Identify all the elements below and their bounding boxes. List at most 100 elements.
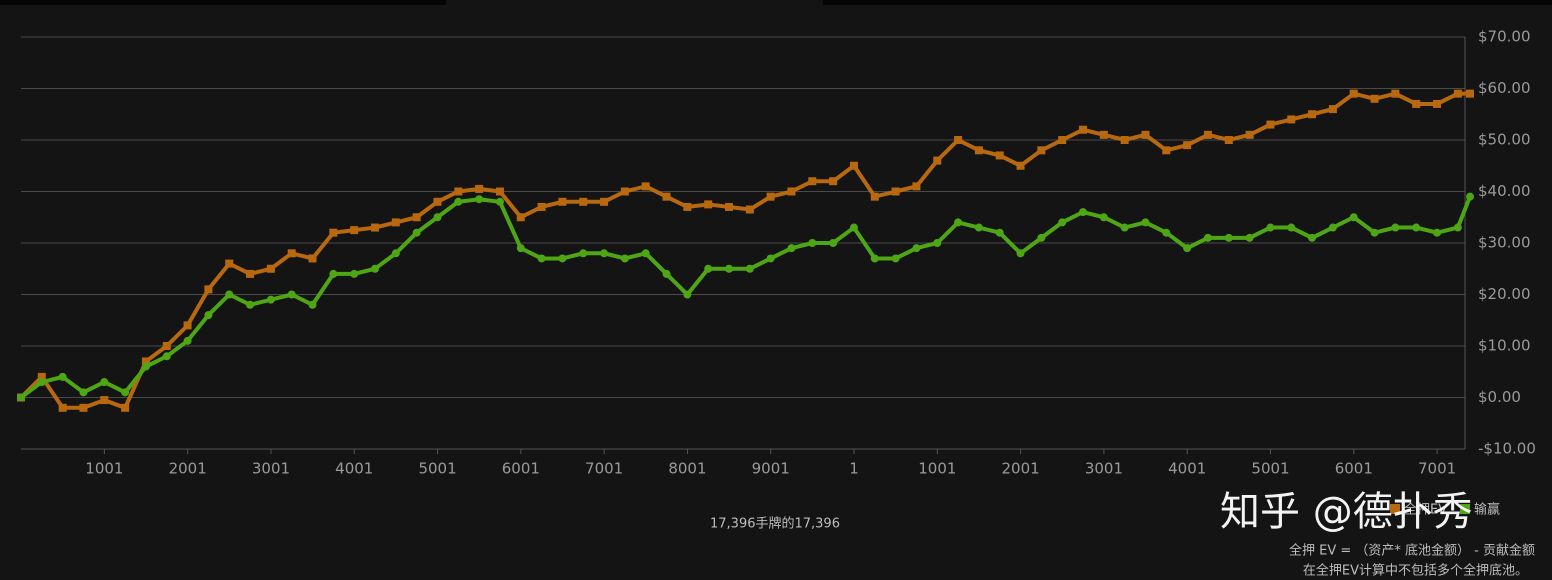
marker	[662, 269, 671, 278]
marker	[1433, 228, 1442, 237]
marker	[579, 249, 588, 258]
marker	[141, 357, 150, 366]
marker	[600, 197, 609, 206]
marker	[1287, 115, 1296, 124]
marker	[79, 403, 88, 412]
marker	[225, 290, 234, 299]
marker	[725, 202, 734, 211]
marker	[641, 182, 650, 191]
marker	[1391, 89, 1400, 98]
marker	[829, 177, 838, 186]
marker	[1037, 146, 1046, 155]
marker	[1391, 223, 1400, 232]
marker	[1466, 192, 1474, 201]
marker	[308, 254, 317, 263]
y-tick-label: $60.00	[1478, 79, 1531, 97]
x-tick-label: 3001	[1085, 460, 1123, 478]
y-tick-label: $40.00	[1478, 182, 1531, 200]
marker	[579, 197, 588, 206]
marker	[725, 264, 734, 273]
top-bar	[0, 0, 446, 5]
marker	[808, 177, 817, 186]
marker	[1245, 130, 1254, 139]
watermark: 知乎 @德扑秀	[1220, 489, 1473, 535]
marker	[1058, 136, 1067, 144]
marker	[162, 342, 171, 350]
marker	[1183, 244, 1192, 253]
note: 在全押EV计算中不包括多个全押底池。	[1303, 563, 1528, 579]
marker	[641, 249, 650, 258]
marker	[912, 182, 921, 191]
marker	[100, 396, 109, 405]
x-tick-label: 2001	[169, 460, 207, 478]
marker	[537, 254, 546, 263]
marker	[454, 197, 463, 206]
marker	[933, 156, 942, 165]
marker	[870, 192, 879, 201]
x-tick-label: 1	[849, 460, 859, 478]
marker	[350, 269, 359, 278]
marker	[600, 249, 609, 258]
series-line	[19, 91, 1470, 411]
x-tick-label: 5001	[1251, 460, 1289, 478]
marker	[1453, 89, 1462, 98]
marker	[475, 195, 484, 204]
marker	[954, 136, 963, 144]
y-tick-label: $30.00	[1478, 234, 1531, 252]
marker	[766, 254, 775, 263]
y-tick-label: $20.00	[1478, 285, 1531, 303]
marker	[371, 264, 380, 273]
marker	[829, 239, 838, 247]
marker	[1328, 105, 1337, 114]
marker	[225, 259, 234, 268]
marker	[516, 244, 525, 253]
marker	[516, 213, 525, 222]
legend-swatch	[1390, 504, 1400, 514]
marker	[870, 254, 879, 263]
marker	[246, 300, 255, 309]
legend-label: 输赢	[1474, 502, 1500, 518]
top-bar	[823, 0, 1552, 5]
marker	[412, 213, 421, 222]
marker	[100, 378, 109, 387]
marker	[1016, 249, 1025, 258]
x-tick-label: 3001	[252, 460, 290, 478]
marker	[995, 228, 1004, 237]
x-tick-label: 6001	[1335, 460, 1373, 478]
marker	[475, 184, 484, 193]
marker	[787, 187, 796, 196]
marker	[391, 218, 400, 227]
marker	[745, 264, 754, 273]
marker	[1203, 130, 1212, 139]
marker	[1162, 146, 1171, 155]
series-line	[19, 195, 1472, 400]
legend-label: 全押EV	[1404, 502, 1447, 518]
marker	[891, 254, 900, 263]
marker	[454, 187, 463, 196]
marker	[1079, 208, 1088, 217]
marker	[849, 223, 858, 232]
x-tick-label: 9001	[752, 460, 790, 478]
marker	[974, 223, 983, 232]
marker	[1099, 130, 1108, 139]
marker	[58, 403, 67, 412]
marker	[808, 239, 817, 247]
marker	[183, 321, 192, 330]
marker	[433, 197, 442, 206]
x-tick-label: 1001	[85, 460, 123, 478]
marker	[1099, 213, 1108, 222]
marker	[1266, 120, 1275, 129]
marker	[912, 244, 921, 253]
marker	[1349, 89, 1358, 98]
marker	[620, 187, 629, 196]
marker	[1433, 99, 1442, 108]
marker	[1266, 223, 1275, 232]
marker	[329, 269, 338, 278]
footer: 17,396手牌的17,396	[710, 516, 840, 532]
y-tick-label: $70.00	[1478, 28, 1531, 46]
marker	[79, 388, 88, 397]
marker	[1412, 99, 1421, 108]
marker	[1370, 94, 1379, 103]
marker	[308, 300, 317, 309]
marker	[1120, 223, 1129, 232]
